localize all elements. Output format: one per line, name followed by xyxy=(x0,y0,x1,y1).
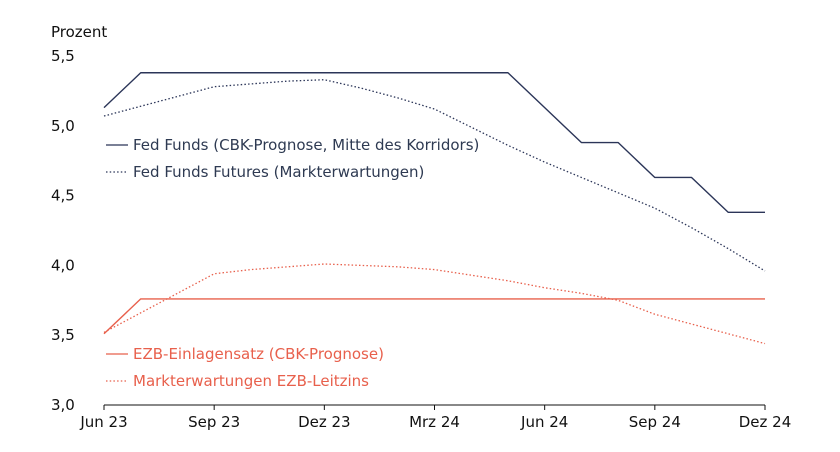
y-tick-label: 3,0 xyxy=(51,396,75,414)
x-tick-label: Dez 23 xyxy=(298,413,351,431)
x-tick-label: Dez 24 xyxy=(739,413,792,431)
y-tick-label: 5,0 xyxy=(51,117,75,135)
x-tick-label: Jun 24 xyxy=(520,413,568,431)
x-tick-label: Jun 23 xyxy=(79,413,127,431)
series-lines xyxy=(103,72,766,345)
legend-label-4: Markterwartungen EZB-Leitzins xyxy=(133,372,369,390)
series-line-4 xyxy=(103,263,766,345)
legend: Fed Funds (CBK-Prognose, Mitte des Korri… xyxy=(106,136,479,390)
series-line-3 xyxy=(103,298,765,335)
x-tick-label: Mrz 24 xyxy=(409,413,460,431)
x-axis-ticks: Jun 23 Sep 23 Dez 23 Mrz 24 Jun 24 Sep 24 Dez … xyxy=(79,405,791,431)
y-axis-ticks: 3,0 3,5 4,0 4,5 5,0 5,5 xyxy=(51,47,75,414)
y-tick-label: 3,5 xyxy=(51,326,75,344)
legend-label-2: Fed Funds Futures (Markterwartungen) xyxy=(133,163,424,181)
x-tick-label: Sep 23 xyxy=(188,413,240,431)
y-tick-label: 4,0 xyxy=(51,256,75,274)
series-line-1 xyxy=(103,72,765,214)
legend-label-1: Fed Funds (CBK-Prognose, Mitte des Korri… xyxy=(133,136,479,154)
y-tick-label: 4,5 xyxy=(51,187,75,205)
legend-label-3: EZB-Einlagensatz (CBK-Prognose) xyxy=(133,345,384,363)
x-tick-label: Sep 24 xyxy=(629,413,681,431)
y-axis-label: Prozent xyxy=(51,23,107,41)
y-tick-label: 5,5 xyxy=(51,47,75,65)
